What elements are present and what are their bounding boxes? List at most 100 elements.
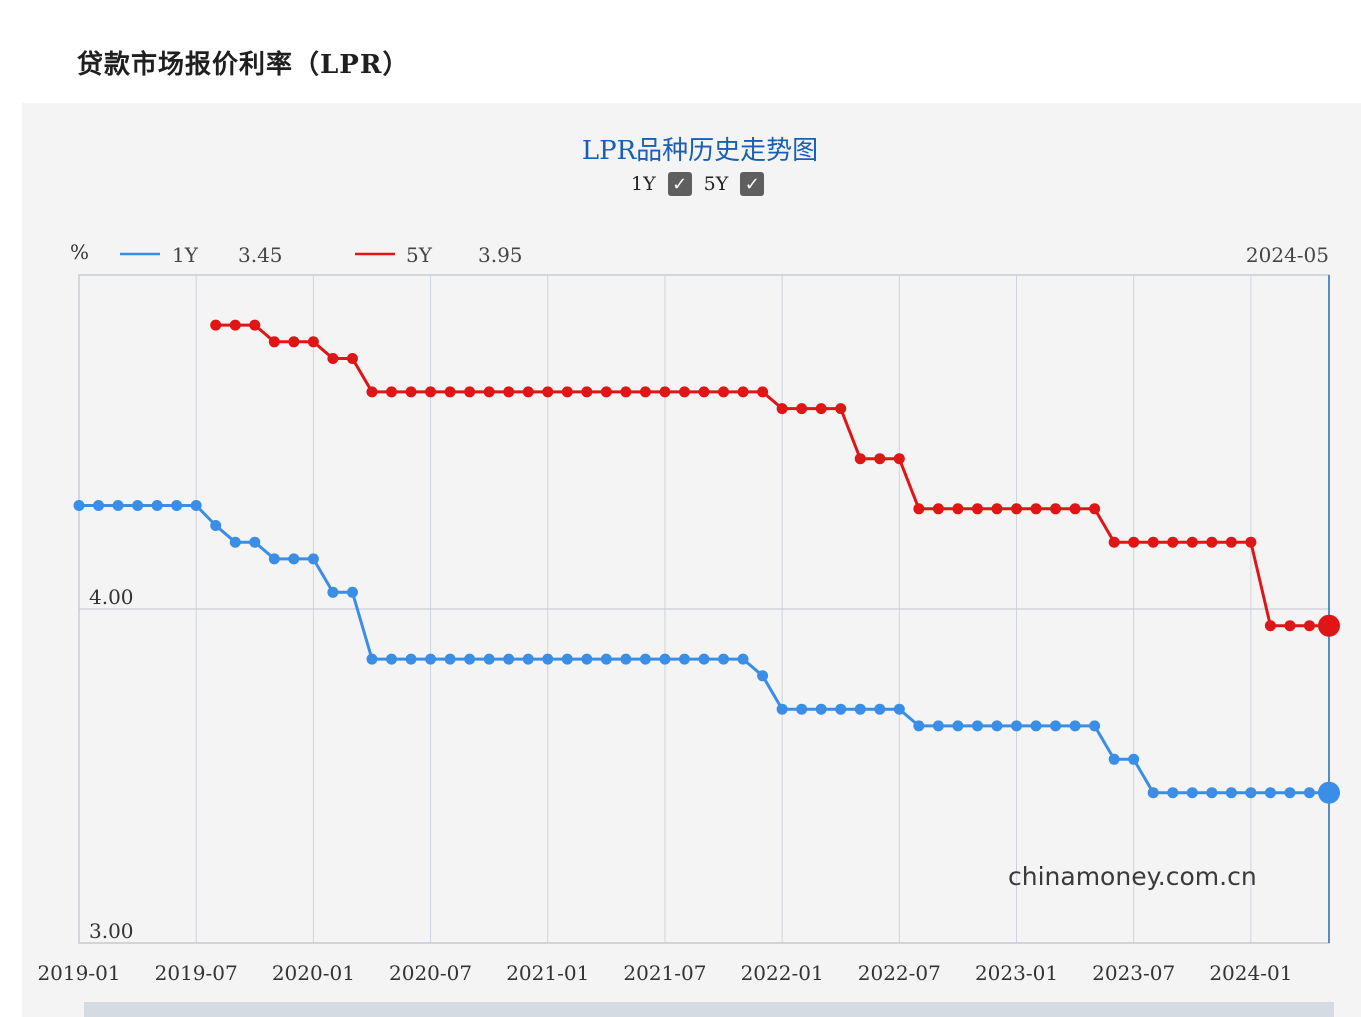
series-point-5y: [307, 336, 319, 348]
series-point-1y: [522, 653, 534, 665]
series-point-1y: [854, 703, 866, 715]
series-point-5y: [444, 386, 456, 398]
series-point-1y: [249, 536, 261, 548]
series-point-1y: [405, 653, 417, 665]
series-point-5y: [1206, 536, 1218, 548]
series-point-1y: [327, 586, 339, 598]
series-point-1y: [893, 703, 905, 715]
series-point-1y: [835, 703, 847, 715]
series-point-1y: [737, 653, 749, 665]
toggle-1y[interactable]: 1Y ✓: [631, 172, 692, 196]
series-point-1y: [1245, 787, 1257, 799]
y-tick-label: 3.00: [89, 919, 134, 943]
x-tick-label: 2024-01: [1209, 961, 1292, 985]
legend-1y-name: 1Y: [172, 243, 199, 267]
series-point-5y: [581, 386, 593, 398]
series-point-1y: [112, 499, 124, 511]
series-point-5y: [288, 336, 300, 348]
series-point-5y: [229, 319, 241, 331]
series-point-5y: [1303, 620, 1315, 632]
series-point-1y: [1050, 720, 1062, 732]
toggle-5y-label: 5Y: [703, 173, 729, 195]
series-point-1y: [757, 670, 769, 682]
series-point-1y: [1089, 720, 1101, 732]
chart-grid: [78, 274, 1330, 944]
series-point-1y: [132, 499, 144, 511]
series-point-1y: [171, 499, 183, 511]
series-point-5y: [346, 353, 358, 364]
series-point-1y: [678, 653, 690, 665]
series-point-5y: [425, 386, 437, 398]
series-point-5y: [659, 386, 671, 398]
series-point-5y: [1225, 536, 1237, 548]
series-point-1y: [698, 653, 710, 665]
series-point-1y: [1011, 720, 1022, 732]
legend-5y-name: 5Y: [406, 243, 433, 267]
series-point-1y: [815, 703, 827, 715]
series-point-1y: [1186, 787, 1198, 799]
x-tick-label: 2021-01: [506, 961, 589, 985]
series-point-1y: [1284, 787, 1296, 799]
series-point-5y: [737, 386, 749, 398]
series-point-1y: [1128, 753, 1140, 765]
series-point-5y: [1284, 620, 1296, 632]
toggle-1y-label: 1Y: [631, 173, 656, 195]
series-point-5y: [835, 403, 847, 415]
series-point-5y: [757, 386, 769, 398]
series-point-5y: [386, 386, 397, 398]
series-point-1y: [620, 653, 632, 665]
legend-5y-value: 3.95: [478, 243, 523, 267]
series-point-5y: [1108, 536, 1120, 548]
series-point-5y: [268, 336, 280, 348]
series-point-5y: [542, 386, 554, 398]
series-point-5y: [893, 453, 905, 465]
x-tick-label: 2022-01: [741, 961, 824, 985]
series-point-1y: [600, 653, 612, 665]
chart-legend: 1Y 3.45 5Y 3.95 2024-05: [120, 243, 1329, 267]
series-point-1y: [1108, 753, 1120, 765]
series-point-5y: [1050, 503, 1062, 515]
series-point-5y: [464, 386, 476, 398]
series-point-1y: [229, 536, 241, 548]
page-title: 贷款市场报价利率（LPR）: [77, 50, 410, 80]
series-point-5y: [1128, 536, 1140, 548]
series-point-1y: [73, 499, 85, 511]
checkbox-5y-checked-icon[interactable]: ✓: [740, 172, 765, 196]
x-tick-label: 2019-01: [37, 961, 120, 985]
series-point-1y: [464, 653, 476, 665]
series-point-5y: [483, 386, 495, 398]
crosshair-date-label: 2024-05: [1246, 243, 1329, 267]
series-point-1y: [151, 499, 163, 511]
series-point-1y: [366, 653, 378, 665]
series-point-5y: [503, 386, 515, 398]
x-tick-label: 2021-07: [623, 961, 706, 985]
series-point-5y: [718, 386, 730, 398]
series-point-5y: [932, 503, 944, 515]
series-point-1y: [288, 553, 300, 565]
legend-1y-value: 3.45: [238, 243, 283, 267]
series-point-5y: [522, 386, 534, 398]
range-slider-bar[interactable]: [84, 1002, 1334, 1017]
series-point-1y: [971, 720, 983, 732]
series-point-1y: [483, 653, 495, 665]
series-point-1y: [659, 653, 671, 665]
series-point-1y: [796, 703, 808, 715]
x-tick-label: 2023-01: [975, 961, 1058, 985]
series-line-1y: [79, 503, 1329, 795]
series-point-5y: [1167, 536, 1179, 548]
series-point-1y: [718, 653, 730, 665]
series-point-5y: [913, 503, 925, 515]
series-point-1y: [913, 720, 925, 732]
chart-panel: [22, 103, 1361, 1017]
y-axis-unit-label: %: [70, 240, 89, 264]
toggle-5y[interactable]: 5Y ✓: [704, 172, 765, 196]
series-point-1y: [425, 653, 437, 665]
series-point-1y: [639, 653, 651, 665]
x-tick-label: 2020-01: [272, 961, 355, 985]
checkbox-1y-checked-icon[interactable]: ✓: [667, 172, 692, 196]
series-point-1y: [1225, 787, 1237, 799]
chart-axes: % 2019-01 2019-07 2020-01 2020-07 2021-01 202…: [37, 240, 1292, 985]
series-point-5y: [639, 386, 651, 398]
series-point-1y: [307, 553, 319, 565]
